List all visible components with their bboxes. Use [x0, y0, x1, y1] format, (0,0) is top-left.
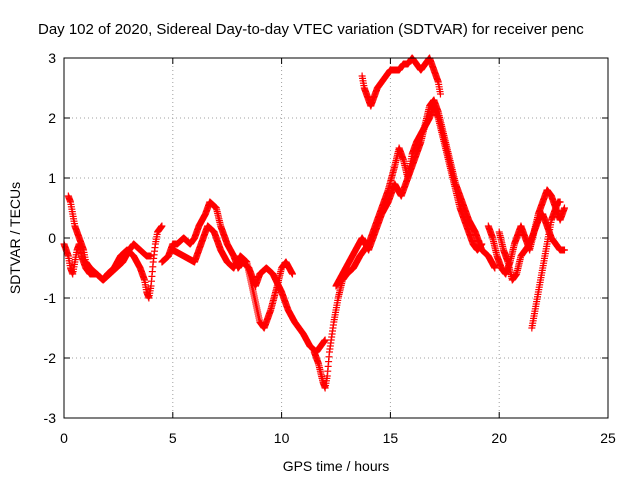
- plot-frame: [63, 57, 609, 419]
- y-tick-label: -3: [44, 410, 57, 426]
- data-point: [560, 246, 568, 254]
- x-tick-label: 10: [274, 430, 290, 446]
- x-tick-label: 0: [60, 430, 68, 446]
- data-point: [321, 336, 329, 344]
- y-tick-label: -1: [44, 290, 57, 306]
- data-point: [158, 222, 166, 230]
- data-point: [560, 204, 568, 212]
- x-tick-label: 25: [600, 430, 616, 446]
- x-tick-label: 5: [169, 430, 177, 446]
- data-point: [436, 90, 444, 98]
- y-axis-label: SDTVAR / TECUs: [7, 182, 23, 294]
- x-tick-label: 15: [383, 430, 399, 446]
- y-tick-label: -2: [44, 350, 57, 366]
- x-axis-label: GPS time / hours: [283, 458, 390, 474]
- data-point: [288, 270, 296, 278]
- x-tick-label: 20: [491, 430, 507, 446]
- data-point: [556, 198, 564, 206]
- y-tick-label: 2: [48, 110, 56, 126]
- y-tick-label: 1: [48, 170, 56, 186]
- tick-labels: 0 5 10 15 20 25 -3 -2 -1 0 1 2 3: [44, 50, 616, 446]
- data-point: [491, 264, 499, 272]
- data-marks: [60, 54, 568, 392]
- y-tick-label: 3: [48, 50, 56, 66]
- chart-title: Day 102 of 2020, Sidereal Day-to-day VTE…: [38, 21, 584, 38]
- y-tick-label: 0: [48, 230, 56, 246]
- data-point: [147, 252, 155, 260]
